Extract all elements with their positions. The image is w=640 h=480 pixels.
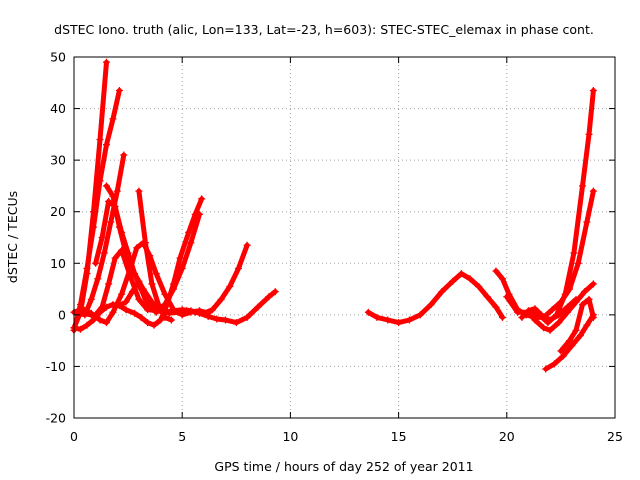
x-axis-label: GPS time / hours of day 252 of year 2011	[214, 459, 473, 474]
series-line-arc-15	[543, 312, 596, 372]
grid	[74, 57, 615, 418]
x-tick-label: 0	[70, 429, 78, 444]
chart-title: dSTEC Iono. truth (alic, Lon=133, Lat=-2…	[54, 22, 594, 37]
series-line-arc-17	[519, 296, 579, 323]
y-tick-label: 10	[50, 256, 66, 271]
series-line-arc-5	[82, 152, 127, 318]
series-line-arc-9	[114, 196, 205, 328]
series-line-arc-8	[104, 183, 250, 316]
x-tick-label: 5	[178, 429, 186, 444]
x-tick-label: 10	[282, 429, 298, 444]
series-line-arc-14	[525, 281, 596, 333]
y-tick-label: -20	[46, 411, 66, 426]
x-tick-label: 20	[499, 429, 515, 444]
axis-ticks: 0 5 10 15 20 25 -20 -10 0 10 20 30 40 50	[46, 50, 623, 445]
series-line-arc-1	[71, 59, 109, 331]
y-tick-label: 0	[58, 307, 66, 322]
y-tick-label: 40	[50, 101, 66, 116]
series-line-arc-13	[504, 88, 596, 326]
series-line-arc-11	[365, 271, 505, 326]
series-line-arc-16	[558, 296, 596, 354]
series-layer	[70, 58, 597, 373]
y-tick-label: 50	[50, 50, 66, 65]
y-tick-label: 20	[50, 204, 66, 219]
series-line-arc-4	[71, 278, 142, 332]
series-line-arc-2	[71, 240, 211, 326]
x-tick-label: 15	[391, 429, 407, 444]
y-tick-label: 30	[50, 153, 66, 168]
x-tick-label: 25	[607, 429, 623, 444]
series-line-arc-10	[136, 188, 174, 323]
y-axis-label: dSTEC / TECUs	[5, 191, 20, 283]
series-line-arc-3	[71, 88, 122, 333]
y-tick-label: -10	[46, 359, 66, 374]
plot-frame	[73, 56, 616, 419]
